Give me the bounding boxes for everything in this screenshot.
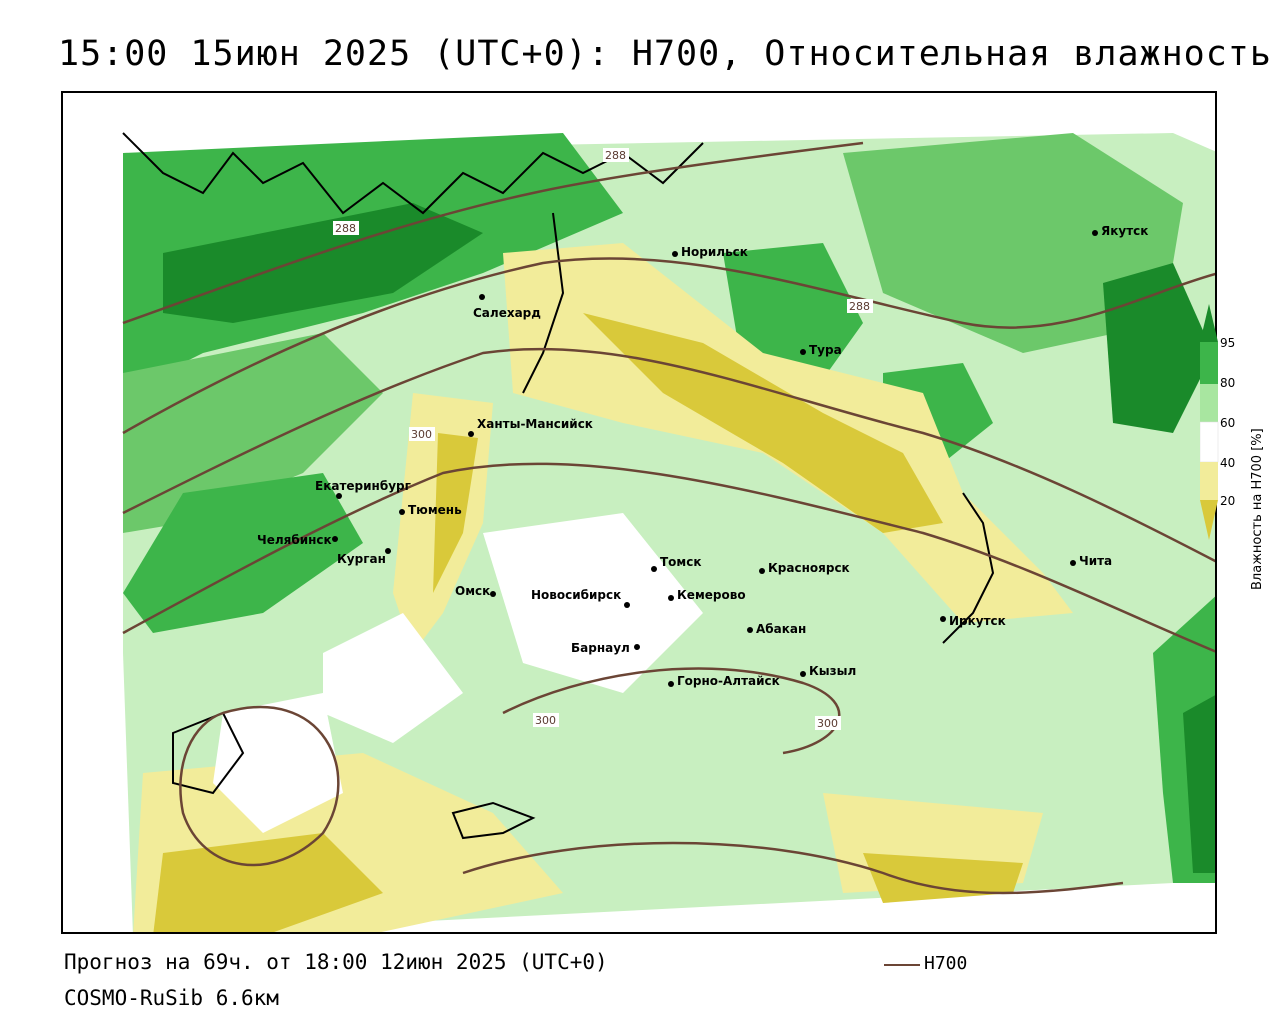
city-dot [800,671,806,677]
city-label-novosibirsk: Новосибирск [531,588,621,602]
city-label-tura: Тура [809,343,842,357]
city-label-yekaterinburg: Екатеринбург [315,479,411,493]
city-dot [651,566,657,572]
model-name: COSMO-RuSib 6.6км [64,986,279,1010]
city-dot [747,627,753,633]
city-dot [399,509,405,515]
city-label-khanty-mansiysk: Ханты-Мансийск [477,417,593,431]
colorbar-band [1200,342,1218,384]
map-title: 15:00 15июн 2025 (UTC+0): H700, Относите… [58,34,1272,74]
city-label-norilsk: Норильск [681,245,748,259]
city-dot [634,644,640,650]
colorbar-band [1200,462,1218,500]
contour-label: 300 [817,717,838,730]
city-dot [668,595,674,601]
city-label-kemerovo: Кемерово [677,588,746,602]
city-dot [490,591,496,597]
colorbar-tick: 80 [1220,376,1236,390]
h700-contours [122,141,1215,895]
h700-contour-labels: 288 288 288 300 300 300 [333,148,873,730]
city-label-barnaul: Барнаул [571,641,630,655]
city-label-chita: Чита [1079,554,1112,568]
contour-label: 288 [605,149,626,162]
city-dot [336,493,342,499]
city-dot [479,294,485,300]
city-label-tyumen: Тюмень [408,503,462,517]
contour-label: 300 [411,428,432,441]
city-dot [1070,560,1076,566]
colorbar-tick: 20 [1220,494,1236,508]
city-label-omsk: Омск [455,584,490,598]
city-dot [759,568,765,574]
city-dot [1092,230,1098,236]
humidity-field [123,133,1215,932]
h700-legend-label: H700 [924,953,968,974]
city-dot [332,536,338,542]
colorbar-title: Влажность на H700 [%] [1250,428,1265,590]
colorbar-band [1200,421,1219,463]
colorbar-tick: 60 [1220,416,1236,430]
forecast-info: Прогноз на 69ч. от 18:00 12июн 2025 (UTC… [64,950,608,974]
city-label-chelyabinsk: Челябинск [257,533,332,547]
colorbar-tick: 40 [1220,456,1236,470]
map-panel: 288 288 288 300 300 300 Салехард Норильс… [61,91,1217,934]
h700-legend-swatch [884,964,920,966]
city-dot [668,681,674,687]
colorbar-band [1200,384,1218,422]
contour-label: 300 [535,714,556,727]
humidity-colorbar [1200,304,1219,540]
city-dot [624,602,630,608]
colorbar-tick: 95 [1220,336,1236,350]
city-dot [672,251,678,257]
city-label-kyzyl: Кызыл [809,664,856,678]
city-label-irkutsk: Иркутск [949,614,1006,628]
city-dot [800,349,806,355]
city-dot [385,548,391,554]
city-label-salekhard: Салехард [473,306,541,320]
city-dot [468,431,474,437]
city-label-gorno-altaysk: Горно-Алтайск [677,674,780,688]
contour-label: 288 [849,300,870,313]
city-label-kurgan: Курган [337,552,386,566]
coastline [122,132,995,840]
city-label-yakutsk: Якутск [1101,224,1148,238]
cities: Салехард Норильск Якутск Тура Ханты-Манс… [257,224,1148,688]
city-label-krasnoyarsk: Красноярск [768,561,850,575]
map-canvas: 288 288 288 300 300 300 Салехард Норильс… [122,132,1215,932]
city-label-tomsk: Томск [660,555,702,569]
contour-label: 288 [335,222,356,235]
city-label-abakan: Абакан [756,622,806,636]
city-dot [940,616,946,622]
